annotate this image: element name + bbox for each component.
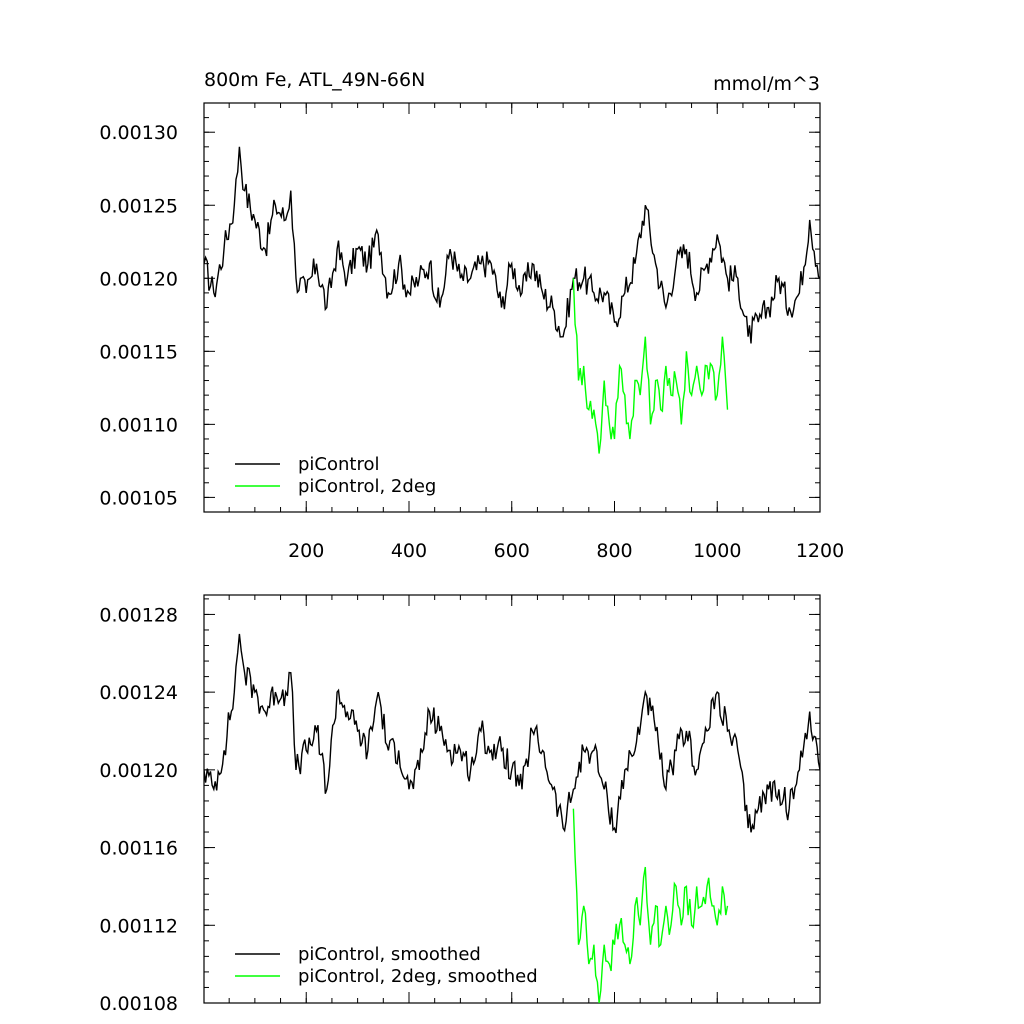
series-line-black bbox=[204, 633, 820, 834]
y-tick-label: 0.00120 bbox=[99, 760, 178, 782]
x-tick-label: 1000 bbox=[693, 540, 741, 562]
series-line-green bbox=[572, 808, 729, 1003]
x-tick-label: 400 bbox=[391, 540, 427, 562]
series-line-black bbox=[204, 146, 820, 344]
plot-frame bbox=[203, 594, 821, 1004]
x-tick-label: 800 bbox=[596, 540, 632, 562]
y-tick-label: 0.00124 bbox=[99, 682, 178, 704]
y-tick-label: 0.00108 bbox=[99, 993, 178, 1015]
x-tick-label: 1200 bbox=[796, 540, 844, 562]
y-tick-label: 0.00130 bbox=[99, 122, 178, 144]
x-tick-label: 200 bbox=[288, 540, 324, 562]
y-tick-label: 0.00125 bbox=[99, 195, 178, 217]
y-tick-label: 0.00120 bbox=[99, 268, 178, 290]
legend-label: piControl, 2deg bbox=[298, 476, 436, 497]
units-label: mmol/m^3 bbox=[713, 73, 820, 95]
y-tick-label: 0.00128 bbox=[99, 604, 178, 626]
legend-label: piControl, smoothed bbox=[298, 944, 481, 965]
bottom-panel: 0.00108 0.00112 0.00116 0.00120 0.00124 0.001… bbox=[99, 594, 821, 1015]
y-tick-label: 0.00112 bbox=[99, 915, 178, 937]
y-tick-label: 0.00115 bbox=[99, 341, 178, 363]
y-tick-label: 0.00116 bbox=[99, 838, 178, 860]
top-panel: 0.00105 0.00110 0.00115 0.00120 0.00125 0.001… bbox=[99, 69, 844, 562]
legend-label: piControl bbox=[298, 454, 380, 475]
legend-label: piControl, 2deg, smoothed bbox=[298, 966, 538, 987]
series-line-green bbox=[572, 278, 729, 454]
y-tick-label: 0.00105 bbox=[99, 487, 178, 509]
x-tick-label: 600 bbox=[494, 540, 530, 562]
plot-frame bbox=[203, 102, 821, 513]
y-tick-label: 0.00110 bbox=[99, 414, 178, 436]
chart-title: 800m Fe, ATL_49N-66N bbox=[204, 69, 425, 91]
